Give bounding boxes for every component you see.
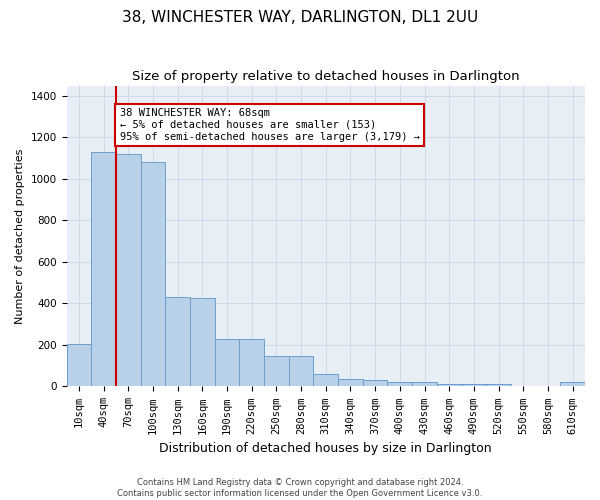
- Bar: [190, 298, 215, 386]
- Bar: [560, 382, 585, 386]
- Bar: [215, 338, 239, 386]
- Bar: [388, 382, 412, 386]
- Y-axis label: Number of detached properties: Number of detached properties: [15, 148, 25, 324]
- Text: 38 WINCHESTER WAY: 68sqm
← 5% of detached houses are smaller (153)
95% of semi-d: 38 WINCHESTER WAY: 68sqm ← 5% of detache…: [119, 108, 419, 142]
- Bar: [116, 154, 140, 386]
- X-axis label: Distribution of detached houses by size in Darlington: Distribution of detached houses by size …: [160, 442, 492, 455]
- Bar: [461, 384, 486, 386]
- Bar: [289, 356, 313, 386]
- Text: Contains HM Land Registry data © Crown copyright and database right 2024.
Contai: Contains HM Land Registry data © Crown c…: [118, 478, 482, 498]
- Bar: [264, 356, 289, 386]
- Bar: [313, 374, 338, 386]
- Bar: [165, 297, 190, 386]
- Bar: [363, 380, 388, 386]
- Bar: [437, 384, 461, 386]
- Bar: [486, 384, 511, 386]
- Text: 38, WINCHESTER WAY, DARLINGTON, DL1 2UU: 38, WINCHESTER WAY, DARLINGTON, DL1 2UU: [122, 10, 478, 25]
- Title: Size of property relative to detached houses in Darlington: Size of property relative to detached ho…: [132, 70, 520, 83]
- Bar: [91, 152, 116, 386]
- Bar: [412, 382, 437, 386]
- Bar: [338, 379, 363, 386]
- Bar: [140, 162, 165, 386]
- Bar: [239, 338, 264, 386]
- Bar: [67, 344, 91, 387]
